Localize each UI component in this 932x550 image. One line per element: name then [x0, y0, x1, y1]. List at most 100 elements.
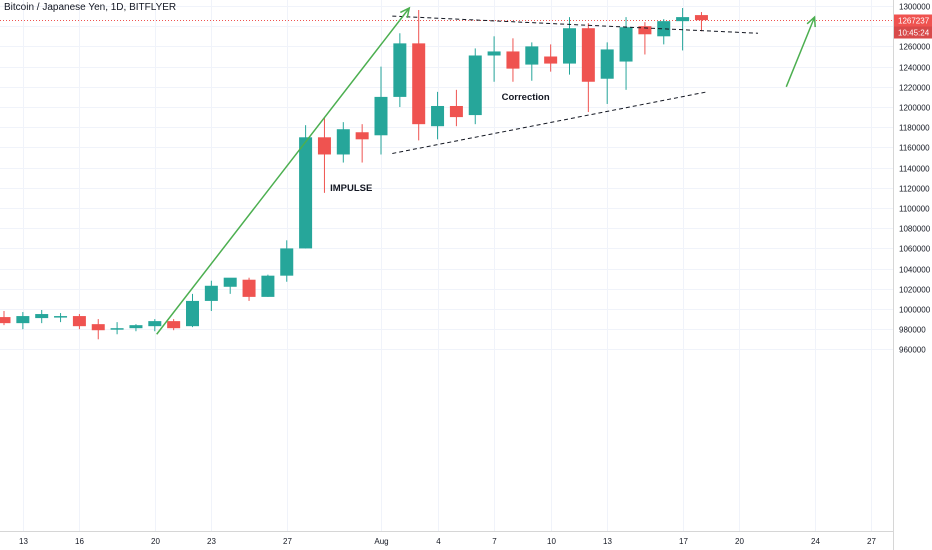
candle-body	[412, 43, 426, 125]
candle-up[interactable]	[336, 122, 350, 163]
x-tick-label: Aug	[374, 537, 388, 546]
x-tick-label: 13	[603, 537, 612, 546]
candle-body	[676, 17, 690, 22]
y-tick-label: 1000000	[899, 306, 931, 315]
arrow-head	[806, 15, 816, 28]
candle-body	[317, 137, 331, 155]
y-tick-label: 1220000	[899, 84, 931, 93]
candle-up[interactable]	[261, 274, 275, 297]
candle-up[interactable]	[280, 240, 294, 282]
candle-body	[223, 277, 237, 287]
candle-down[interactable]	[91, 319, 105, 340]
candle-up[interactable]	[374, 66, 388, 155]
candle-up[interactable]	[35, 310, 49, 324]
candle-down[interactable]	[544, 44, 558, 72]
x-axis[interactable]: 13 16 20 23 27 Aug 4 7 10 13 17 20 24 27	[19, 537, 876, 546]
y-tick-label: 1100000	[899, 205, 930, 214]
candle-down[interactable]	[317, 117, 331, 193]
candle-body	[431, 105, 445, 127]
x-tick-label: 24	[811, 537, 820, 546]
x-tick-label: 27	[867, 537, 876, 546]
candle-up[interactable]	[16, 312, 30, 330]
candle-body	[449, 105, 463, 118]
candle-body	[204, 285, 218, 301]
arrow-drawing[interactable]	[156, 6, 411, 335]
candle-down[interactable]	[449, 89, 463, 127]
candle-body	[393, 43, 407, 97]
y-tick-label: 1200000	[899, 104, 931, 113]
arrow-shaft	[156, 7, 410, 335]
x-tick-label: 10	[547, 537, 556, 546]
candle-down[interactable]	[355, 124, 369, 163]
candle-body	[694, 15, 708, 21]
x-tick-label: 17	[679, 537, 688, 546]
x-tick-label: 4	[436, 537, 441, 546]
y-tick-label: 1020000	[899, 286, 931, 295]
y-tick-label: 980000	[899, 326, 926, 335]
countdown-box	[894, 26, 932, 39]
candle-down[interactable]	[506, 38, 520, 82]
candle-up[interactable]	[186, 293, 199, 328]
x-tick-label: 23	[207, 537, 216, 546]
candle-up[interactable]	[619, 17, 633, 90]
candle-down[interactable]	[412, 10, 426, 141]
candle-up[interactable]	[525, 42, 539, 81]
candle-up[interactable]	[600, 42, 614, 104]
candle-body	[525, 46, 539, 65]
candle-body	[129, 325, 143, 329]
candle-body	[581, 28, 595, 82]
candle-body	[0, 317, 11, 324]
y-tick-label: 1160000	[899, 144, 930, 153]
candle-up[interactable]	[223, 277, 237, 294]
candle-up[interactable]	[431, 91, 445, 140]
candle-up[interactable]	[393, 33, 407, 107]
candle-up[interactable]	[204, 280, 218, 312]
dashed-trendline[interactable]	[392, 91, 708, 154]
candle-up[interactable]	[129, 324, 143, 332]
x-tick-label: 20	[151, 537, 160, 546]
annotation-label[interactable]: Correction	[502, 92, 550, 103]
candle-body	[544, 56, 558, 64]
candle-up[interactable]	[657, 19, 671, 45]
candle-down[interactable]	[242, 277, 256, 301]
candle-up[interactable]	[54, 313, 68, 323]
candle-body	[261, 275, 275, 297]
dashed-trendline[interactable]	[392, 15, 759, 34]
candle-down[interactable]	[581, 23, 595, 113]
y-tick-label: 1040000	[899, 266, 931, 275]
arrow-drawing[interactable]	[785, 15, 816, 88]
candle-body	[657, 21, 671, 37]
candle-body	[35, 314, 49, 319]
countdown-value: 10:45:24	[898, 29, 930, 38]
candle-body	[167, 321, 181, 329]
candle-up[interactable]	[299, 125, 313, 249]
x-tick-label: 13	[19, 537, 28, 546]
candle-up[interactable]	[487, 36, 501, 82]
candles	[0, 8, 708, 340]
candle-body	[186, 300, 199, 327]
candle-down[interactable]	[167, 319, 181, 331]
x-tick-label: 16	[75, 537, 84, 546]
candle-body	[468, 55, 482, 116]
candle-up[interactable]	[563, 17, 576, 75]
candle-up[interactable]	[110, 322, 124, 335]
candle-up[interactable]	[148, 319, 162, 332]
candle-body	[638, 26, 652, 35]
arrow-shaft	[785, 16, 816, 88]
annotations: IMPULSE Correction	[330, 92, 550, 194]
candle-body	[600, 49, 614, 79]
y-tick-label: 1260000	[899, 43, 931, 52]
annotation-label[interactable]: IMPULSE	[330, 183, 372, 194]
candle-down[interactable]	[72, 314, 86, 330]
candle-body	[506, 51, 520, 69]
candle-down[interactable]	[694, 12, 708, 32]
chart-title: Bitcoin / Japanese Yen, 1D, BITFLYER	[4, 2, 177, 13]
candle-down[interactable]	[0, 311, 11, 326]
candle-up[interactable]	[468, 48, 482, 125]
y-tick-label: 1060000	[899, 245, 931, 254]
y-tick-label: 1240000	[899, 64, 931, 73]
y-tick-label: 1300000	[899, 3, 931, 12]
